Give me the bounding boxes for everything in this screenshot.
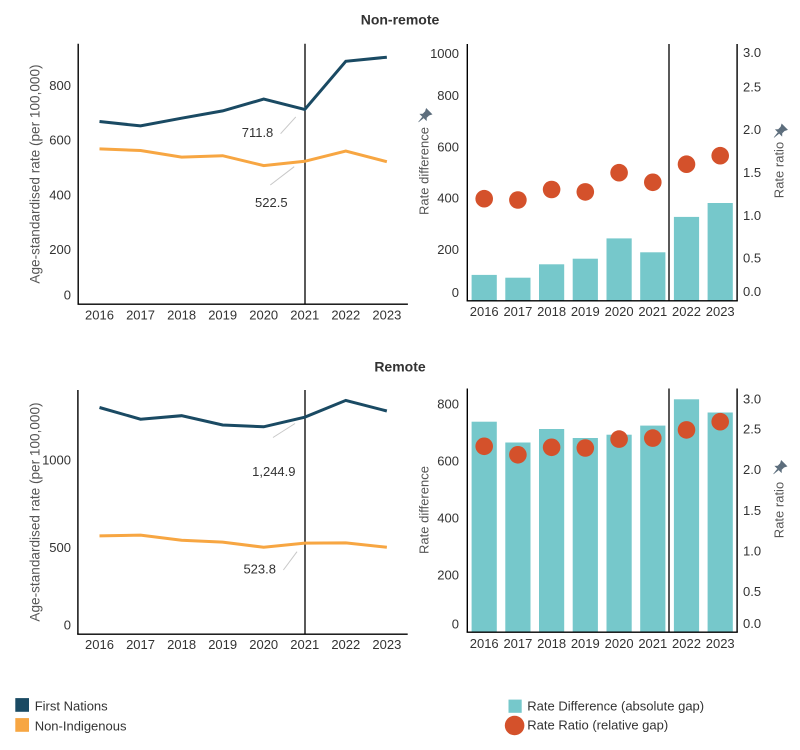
svg-text:1000: 1000 <box>42 453 71 468</box>
svg-text:2017: 2017 <box>503 636 532 651</box>
svg-text:2020: 2020 <box>249 308 278 323</box>
svg-text:2016: 2016 <box>470 304 499 319</box>
svg-text:Rate ratio: Rate ratio <box>772 482 787 538</box>
svg-text:1,244.9: 1,244.9 <box>252 464 295 479</box>
svg-text:2020: 2020 <box>605 636 634 651</box>
svg-text:400: 400 <box>437 191 459 206</box>
svg-text:2019: 2019 <box>571 636 600 651</box>
svg-text:400: 400 <box>437 511 459 526</box>
svg-text:800: 800 <box>49 78 71 93</box>
svg-text:2023: 2023 <box>706 636 735 651</box>
svg-text:Rate Ratio (relative gap): Rate Ratio (relative gap) <box>527 718 668 733</box>
svg-text:2021: 2021 <box>638 636 667 651</box>
svg-text:400: 400 <box>49 187 71 202</box>
svg-text:0: 0 <box>452 285 459 300</box>
svg-text:3.0: 3.0 <box>743 392 761 407</box>
svg-text:Rate Difference (absolute gap): Rate Difference (absolute gap) <box>527 699 704 714</box>
svg-text:2.5: 2.5 <box>743 79 761 94</box>
svg-text:2018: 2018 <box>167 308 196 323</box>
svg-text:711.8: 711.8 <box>242 125 274 140</box>
svg-text:600: 600 <box>49 133 71 148</box>
svg-text:2022: 2022 <box>672 636 701 651</box>
svg-text:2018: 2018 <box>537 304 566 319</box>
svg-text:200: 200 <box>437 568 459 583</box>
svg-text:2023: 2023 <box>372 308 401 323</box>
svg-text:1.5: 1.5 <box>743 165 761 180</box>
svg-text:0.0: 0.0 <box>743 616 761 631</box>
svg-text:Remote: Remote <box>374 359 426 375</box>
svg-text:1.0: 1.0 <box>743 543 761 558</box>
svg-text:First Nations: First Nations <box>35 699 108 714</box>
svg-text:600: 600 <box>437 139 459 154</box>
svg-text:2021: 2021 <box>638 304 667 319</box>
svg-text:800: 800 <box>437 88 459 103</box>
svg-text:0.5: 0.5 <box>743 584 761 599</box>
svg-text:2021: 2021 <box>290 637 319 652</box>
svg-text:2.0: 2.0 <box>743 462 761 477</box>
svg-text:2023: 2023 <box>372 637 401 652</box>
svg-text:600: 600 <box>437 453 459 468</box>
svg-text:0: 0 <box>452 616 459 631</box>
svg-text:Age-standardised rate (per 100: Age-standardised rate (per 100,000) <box>28 64 43 283</box>
svg-text:3.0: 3.0 <box>743 45 761 60</box>
svg-text:200: 200 <box>49 242 71 257</box>
svg-text:1000: 1000 <box>430 46 459 61</box>
svg-text:1.5: 1.5 <box>743 503 761 518</box>
svg-text:2.0: 2.0 <box>743 122 761 137</box>
svg-text:2022: 2022 <box>331 308 360 323</box>
svg-text:Non-remote: Non-remote <box>361 12 440 28</box>
svg-text:2016: 2016 <box>85 637 114 652</box>
svg-text:2018: 2018 <box>537 636 566 651</box>
svg-text:1.0: 1.0 <box>743 208 761 223</box>
svg-text:0: 0 <box>64 287 71 302</box>
svg-text:2017: 2017 <box>503 304 532 319</box>
svg-text:0: 0 <box>64 617 71 632</box>
svg-text:0.0: 0.0 <box>743 284 761 299</box>
svg-text:2.5: 2.5 <box>743 421 761 436</box>
svg-text:2016: 2016 <box>85 308 114 323</box>
svg-text:2017: 2017 <box>126 637 155 652</box>
svg-text:522.5: 522.5 <box>255 195 288 210</box>
svg-text:0.5: 0.5 <box>743 251 761 266</box>
svg-text:2021: 2021 <box>290 308 319 323</box>
svg-text:2022: 2022 <box>331 637 360 652</box>
svg-text:Age-standardised rate (per 100: Age-standardised rate (per 100,000) <box>28 402 43 621</box>
svg-text:2023: 2023 <box>706 304 735 319</box>
svg-text:2016: 2016 <box>470 636 499 651</box>
svg-text:2019: 2019 <box>571 304 600 319</box>
svg-text:Non-Indigenous: Non-Indigenous <box>35 719 127 734</box>
svg-text:800: 800 <box>437 396 459 411</box>
svg-text:2020: 2020 <box>605 304 634 319</box>
svg-text:2017: 2017 <box>126 308 155 323</box>
svg-text:Rate difference: Rate difference <box>417 127 432 215</box>
svg-text:Rate ratio: Rate ratio <box>772 142 787 198</box>
svg-text:2020: 2020 <box>249 637 278 652</box>
svg-text:523.8: 523.8 <box>243 562 276 577</box>
svg-text:2022: 2022 <box>672 304 701 319</box>
svg-text:2019: 2019 <box>208 637 237 652</box>
svg-text:500: 500 <box>49 540 71 555</box>
svg-text:2018: 2018 <box>167 637 196 652</box>
svg-text:2019: 2019 <box>208 308 237 323</box>
svg-text:200: 200 <box>437 242 459 257</box>
svg-text:Rate difference: Rate difference <box>417 466 432 554</box>
